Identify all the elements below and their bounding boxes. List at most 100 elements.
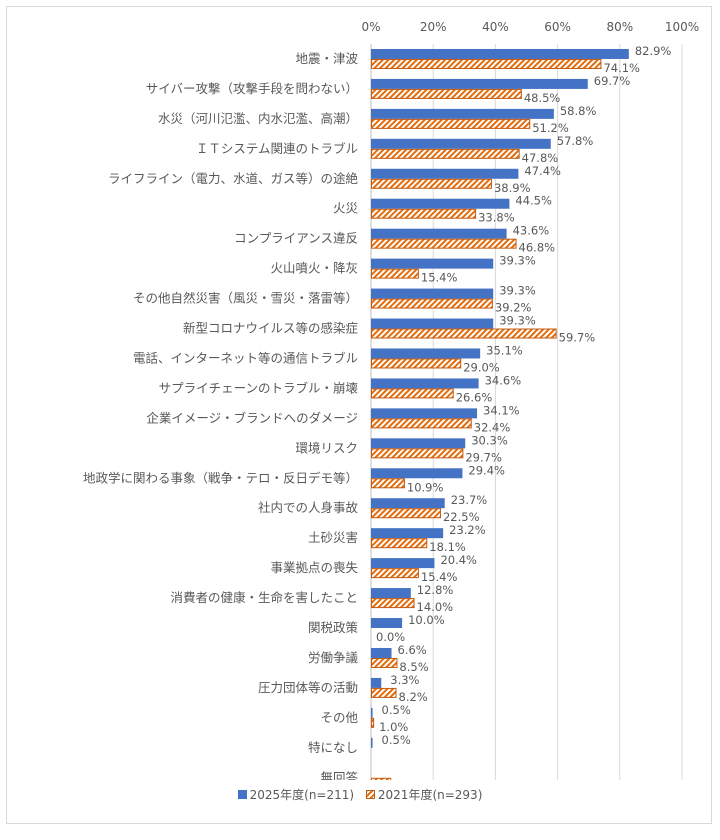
data-label-2025: 10.0% — [408, 613, 445, 627]
data-label-2025: 0.5% — [382, 703, 411, 717]
data-label-2021: 1.0% — [379, 720, 408, 734]
category-label: 地震・津波 — [295, 51, 358, 66]
category-label: 社内での人身事故 — [258, 500, 359, 515]
bar-2025 — [371, 707, 373, 718]
legend-swatch-2025 — [237, 790, 247, 799]
bar-2021 — [371, 508, 441, 519]
category-label: 地政学に関わる事象（戦争・テロ・反日デモ等） — [83, 470, 358, 485]
data-label-2025: 6.6% — [398, 643, 427, 657]
data-label-2021: 39.2% — [495, 301, 532, 315]
bar-2021 — [371, 388, 454, 399]
data-label-2025: 23.7% — [451, 493, 488, 507]
data-label-2021: 29.7% — [465, 450, 502, 464]
data-label-2025: 69.7% — [594, 74, 631, 88]
data-label-2025: 39.3% — [499, 314, 536, 328]
x-tick-label: 100% — [665, 20, 699, 34]
bar-2021 — [371, 418, 472, 429]
bar-2025 — [371, 378, 479, 389]
bar-2025 — [371, 438, 466, 449]
category-label: 特になし — [308, 740, 358, 755]
bar-2021 — [371, 478, 405, 489]
data-label-2025: 43.6% — [513, 224, 550, 238]
data-label-2025: 0.5% — [382, 733, 411, 747]
data-label-2025: 3.3% — [390, 673, 419, 687]
bar-2025 — [371, 258, 494, 269]
bar-2021 — [371, 88, 522, 99]
data-label-2021: 38.9% — [494, 181, 531, 195]
x-tick-label: 80% — [606, 20, 633, 34]
bar-2025 — [371, 647, 392, 658]
category-label: 電話、インターネット等の通信トラブル — [133, 350, 358, 365]
bar-2025 — [371, 677, 382, 688]
legend-item-2021: 2021年度(n=293) — [365, 786, 483, 803]
bar-2025 — [371, 348, 481, 359]
category-label: その他 — [320, 710, 358, 725]
data-label-2025: 82.9% — [635, 44, 672, 58]
category-label: 事業拠点の喪失 — [270, 560, 358, 575]
data-label-2025: 47.4% — [524, 164, 561, 178]
bar-2025 — [371, 288, 494, 299]
data-label-2025: 20.4% — [440, 553, 477, 567]
category-label: サプライチェーンのトラブル・崩壊 — [159, 380, 359, 395]
data-label-2021: 18.1% — [429, 540, 466, 554]
bar-2025 — [371, 498, 445, 509]
bar-2021 — [371, 298, 493, 309]
category-label: 企業イメージ・ブランドへのダメージ — [146, 410, 358, 425]
data-label-2025: 34.1% — [483, 403, 520, 417]
category-label: 水災（河川氾濫、内水氾濫、高潮） — [158, 111, 358, 126]
data-label-2021: 15.4% — [421, 570, 458, 584]
bar-2021 — [371, 148, 520, 159]
bar-2025 — [371, 198, 510, 209]
bar-2021 — [371, 538, 428, 549]
data-label-2021: 46.8% — [519, 241, 556, 255]
bar-2025 — [371, 168, 519, 179]
data-label-2025: 30.3% — [471, 433, 508, 447]
bar-2021 — [371, 568, 419, 579]
category-label: 土砂災害 — [308, 530, 358, 545]
x-tick-label: 60% — [544, 20, 571, 34]
category-label: 環境リスク — [295, 440, 358, 455]
data-label-2025: 23.2% — [449, 523, 486, 537]
category-label: 火災 — [333, 201, 359, 216]
bar-2021 — [371, 657, 398, 668]
data-label-2021: 10.9% — [407, 480, 444, 494]
category-label: 新型コロナウイルス等の感染症 — [183, 321, 358, 336]
category-label: コンプライアンス違反 — [234, 231, 358, 246]
x-tick-label: 40% — [482, 20, 509, 34]
chart-frame — [6, 6, 712, 824]
category-label: 消費者の健康・生命を害したこと — [170, 590, 358, 605]
category-label: ライフライン（電力、水道、ガス等）の途絶 — [108, 171, 358, 186]
bar-2021 — [371, 358, 462, 369]
data-label-2021: 33.8% — [478, 211, 515, 225]
data-label-2021: 59.7% — [559, 331, 596, 345]
data-label-2021: 22.5% — [443, 510, 480, 524]
bar-2025 — [371, 588, 411, 599]
data-label-2021: 48.5% — [524, 91, 561, 105]
bar-2021 — [371, 118, 531, 129]
legend: 2025年度(n=211) 2021年度(n=293) — [0, 786, 720, 803]
legend-label-2021: 2021年度(n=293) — [377, 788, 483, 802]
data-label-2021: 47.8% — [522, 151, 559, 165]
data-label-2025: 35.1% — [486, 343, 523, 357]
bar-2025 — [371, 228, 507, 239]
data-label-2021: 29.0% — [463, 360, 500, 374]
bar-2021 — [371, 598, 415, 609]
data-label-2021: 8.5% — [399, 660, 428, 674]
bar-2025 — [371, 528, 444, 539]
bar-2025 — [371, 558, 435, 569]
data-label-2025: 39.3% — [499, 284, 536, 298]
x-tick-label: 0% — [361, 20, 380, 34]
bar-2021 — [371, 268, 419, 279]
legend-item-2025: 2025年度(n=211) — [237, 786, 354, 803]
bar-2025 — [371, 408, 478, 419]
data-label-2025: 12.8% — [417, 583, 454, 597]
data-label-2021: 0.0% — [376, 630, 405, 644]
category-label: ＩＴシステム関連のトラブル — [196, 141, 358, 156]
bar-2021 — [371, 717, 375, 728]
bar-2021 — [371, 238, 517, 249]
data-label-2021: 8.2% — [399, 690, 428, 704]
x-tick-label: 20% — [420, 20, 447, 34]
data-label-2025: 39.3% — [499, 254, 536, 268]
data-label-2025: 44.5% — [515, 194, 552, 208]
